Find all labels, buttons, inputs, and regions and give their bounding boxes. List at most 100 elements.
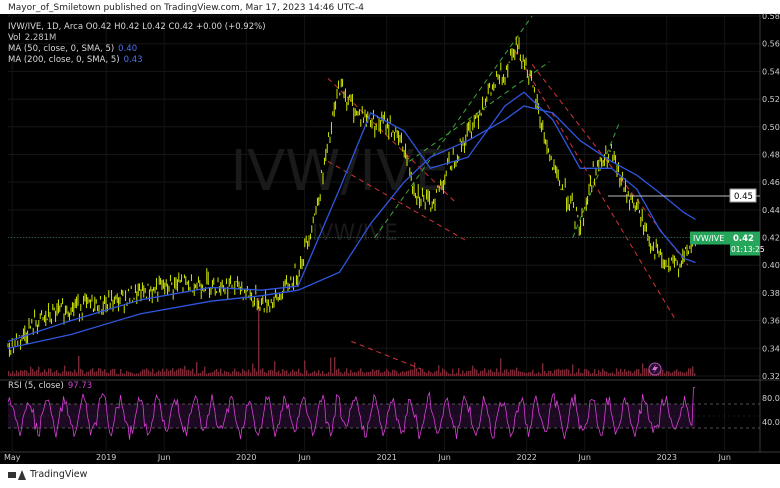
volume-bar bbox=[594, 369, 596, 376]
volume-bar bbox=[296, 371, 298, 376]
volume-bar bbox=[12, 371, 14, 376]
volume-bar bbox=[450, 373, 452, 376]
volume-bar bbox=[266, 373, 268, 376]
volume-bar bbox=[638, 369, 640, 376]
symbol-badge-label: IVW/IVE bbox=[693, 234, 724, 243]
volume-bar bbox=[606, 371, 608, 376]
volume-bar bbox=[388, 371, 390, 376]
volume-bar bbox=[636, 369, 638, 376]
y-tick-label: 0.54 bbox=[762, 67, 780, 76]
volume-bar bbox=[678, 371, 680, 376]
volume-bar bbox=[38, 366, 40, 376]
volume-bar bbox=[274, 361, 276, 376]
volume-bar bbox=[534, 373, 536, 376]
volume-bar bbox=[150, 371, 152, 376]
volume-bar bbox=[494, 372, 496, 376]
volume-bar bbox=[340, 372, 342, 376]
volume-bar bbox=[544, 370, 546, 376]
volume-bar bbox=[580, 372, 582, 376]
volume-bar bbox=[376, 369, 378, 376]
legend-rsi-value: 97.73 bbox=[67, 381, 93, 391]
volume-bar bbox=[326, 373, 328, 376]
volume-bar bbox=[64, 365, 66, 376]
watermark-symbol: IVW/IVE bbox=[230, 139, 449, 204]
volume-bar bbox=[20, 370, 22, 376]
time-axis[interactable]: May 2019 Jun 2020 Jun 2021 Jun 2022 Jun 2023 Jun bbox=[4, 453, 731, 462]
volume-bar bbox=[682, 372, 684, 376]
volume-bar bbox=[80, 368, 82, 376]
volume-bar bbox=[252, 363, 254, 376]
volume-bar bbox=[76, 372, 78, 376]
legend-ma200-label: MA (200, close, 0, SMA, 5) bbox=[8, 55, 120, 65]
volume-bar bbox=[254, 368, 256, 376]
volume-bar bbox=[374, 370, 376, 376]
x-tick-label: 2020 bbox=[236, 453, 256, 462]
volume-bar bbox=[470, 370, 472, 376]
volume-bar bbox=[104, 369, 106, 376]
volume-bar bbox=[622, 371, 624, 376]
price-axis[interactable]: 0.58 0.56 0.54 0.52 0.50 0.48 0.46 0.44 0.42 0.40… bbox=[762, 12, 780, 381]
volume-bar bbox=[268, 370, 270, 376]
volume-bar bbox=[476, 369, 478, 376]
volume-bar bbox=[318, 370, 320, 376]
volume-bar bbox=[220, 368, 222, 376]
volume-bar bbox=[152, 368, 154, 376]
horizontal-level[interactable]: 0.45 bbox=[608, 188, 760, 203]
volume-bar bbox=[670, 372, 672, 376]
watermark-sub: IVW/IVE bbox=[312, 221, 398, 246]
volume-bar bbox=[174, 371, 176, 376]
volume-bar bbox=[98, 368, 100, 376]
volume-bar bbox=[288, 373, 290, 376]
volume-bar bbox=[502, 372, 504, 376]
volume-bar bbox=[116, 373, 118, 376]
y-tick-label: 0.32 bbox=[762, 372, 780, 381]
volume-bar bbox=[508, 372, 510, 376]
volume-bar bbox=[474, 368, 476, 376]
volume-bar bbox=[582, 373, 584, 376]
volume-bar bbox=[520, 371, 522, 376]
volume-bar bbox=[562, 369, 564, 376]
x-tick-label: Jun bbox=[157, 453, 171, 462]
volume-bar bbox=[308, 373, 310, 376]
volume-bar bbox=[346, 368, 348, 376]
x-tick-label: May bbox=[4, 453, 21, 462]
volume-bar bbox=[350, 369, 352, 376]
volume-bar bbox=[428, 370, 430, 376]
volume-bar bbox=[156, 372, 158, 376]
volume-bar bbox=[420, 368, 422, 376]
volume-bar bbox=[528, 372, 530, 376]
volume-bar bbox=[416, 368, 418, 376]
level-label-box bbox=[729, 188, 757, 203]
volume-bar bbox=[568, 369, 570, 376]
volume-bar bbox=[182, 369, 184, 376]
x-tick-label: 2019 bbox=[96, 453, 116, 462]
volume-bar bbox=[92, 368, 94, 376]
volume-bar bbox=[356, 372, 358, 376]
volume-bar bbox=[100, 368, 102, 376]
volume-bar bbox=[600, 372, 602, 376]
volume-bar bbox=[136, 373, 138, 376]
volume-bar bbox=[364, 373, 366, 376]
lightning-icon[interactable] bbox=[648, 362, 662, 376]
volume-bar bbox=[36, 369, 38, 376]
volume-bar bbox=[238, 371, 240, 376]
volume-bar bbox=[230, 373, 232, 376]
volume-bar bbox=[556, 369, 558, 376]
volume-bar bbox=[642, 363, 644, 376]
volume-bar bbox=[342, 373, 344, 376]
volume-bar bbox=[482, 370, 484, 376]
volume-bar bbox=[316, 372, 318, 376]
volume-bar bbox=[468, 371, 470, 376]
volume-bar bbox=[584, 368, 586, 376]
volume-bar bbox=[176, 369, 178, 376]
volume-bar bbox=[334, 357, 336, 376]
y-tick-label: 0.44 bbox=[762, 206, 780, 215]
volume-bar bbox=[588, 370, 590, 376]
x-tick-label: Jun bbox=[577, 453, 591, 462]
volume-bar bbox=[426, 372, 428, 376]
x-tick-label: 2022 bbox=[517, 453, 537, 462]
rsi-tick-label: 80.00 bbox=[762, 394, 780, 403]
footer-brand[interactable]: TradingView bbox=[8, 469, 87, 480]
